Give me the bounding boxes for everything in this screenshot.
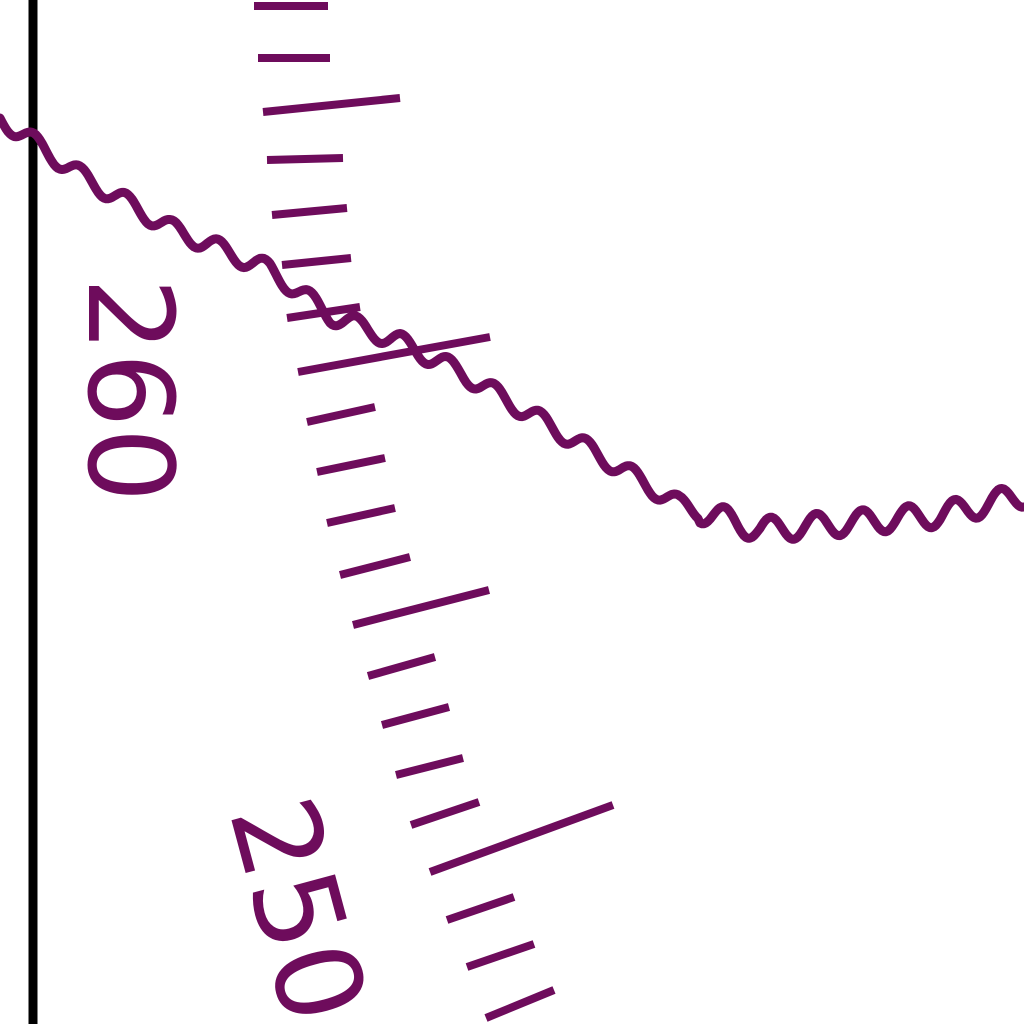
scale-tick — [395, 754, 464, 779]
scale-tick — [271, 204, 348, 219]
scale-tick — [339, 553, 411, 579]
scale-bar — [254, 2, 615, 1022]
scale-tick — [428, 801, 615, 876]
scale-tick — [266, 154, 344, 164]
scale-tick — [380, 703, 451, 729]
scale-tick — [326, 504, 396, 527]
scale-tick — [297, 333, 491, 376]
scale-label-260: 260 — [61, 277, 199, 502]
scale-tick — [366, 653, 437, 680]
scale-label-250: 250 — [202, 783, 394, 1024]
scale-tick — [484, 986, 556, 1022]
scale-tick — [465, 940, 536, 971]
scale-tick — [281, 254, 352, 269]
scale-tick — [262, 94, 401, 116]
scale-tick — [316, 454, 386, 476]
wavy-boundary-line — [0, 113, 1024, 544]
scale-tick — [409, 798, 481, 829]
scale-tick — [306, 403, 376, 426]
scale-tick — [445, 893, 516, 924]
scale-tick — [352, 586, 490, 629]
